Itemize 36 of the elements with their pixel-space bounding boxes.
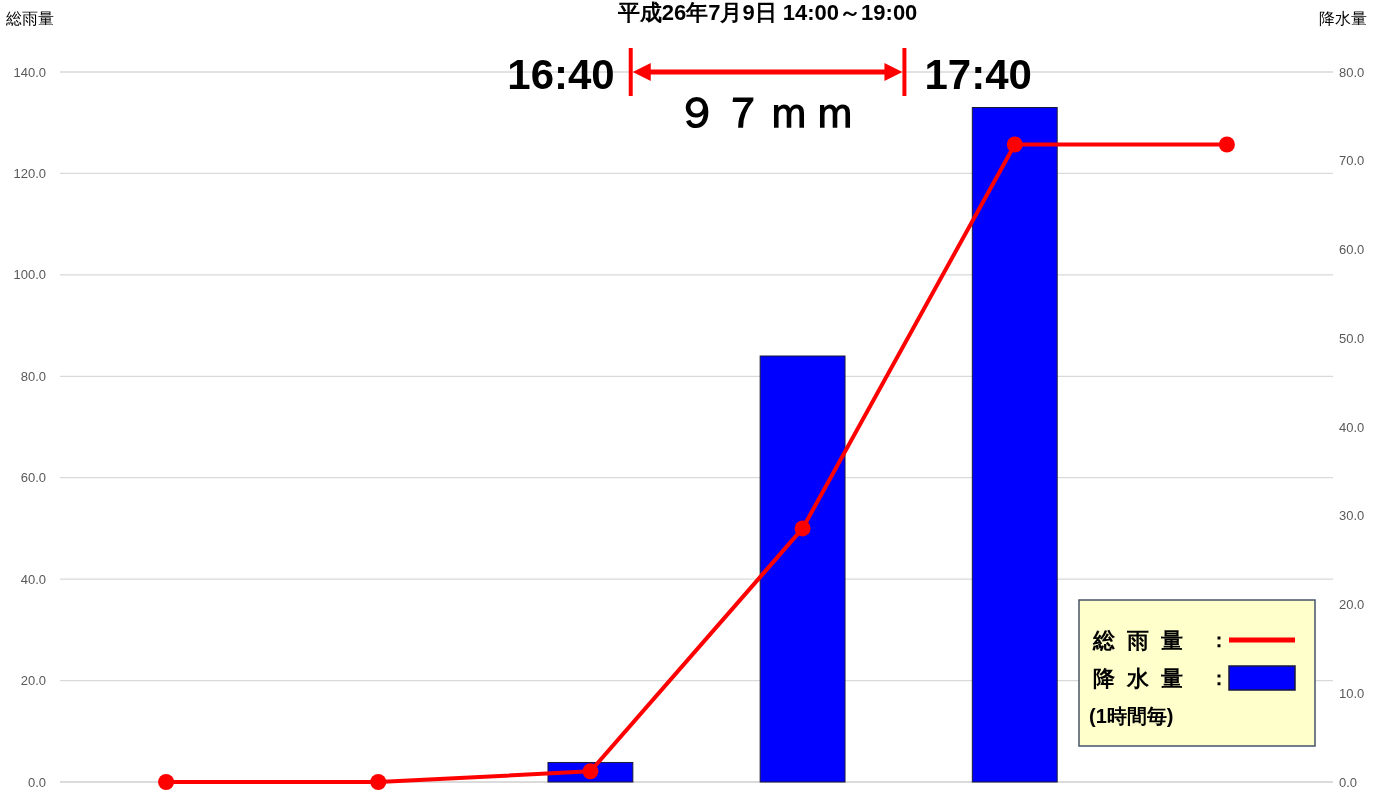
y2-tick-label: 40.0	[1339, 419, 1365, 435]
y-tick-label: 0.0	[27, 774, 46, 790]
y-tick-label: 100.0	[13, 267, 46, 283]
y-tick-label: 80.0	[20, 368, 46, 384]
bar	[759, 355, 846, 783]
point	[1006, 136, 1023, 153]
y-tick-label: 20.0	[20, 673, 46, 689]
y-tick-label: 120.0	[13, 165, 46, 181]
point	[158, 774, 175, 790]
y2-axis-title: 降水量	[1319, 10, 1367, 27]
point	[370, 774, 387, 790]
point	[1218, 136, 1235, 153]
y-tick-label: 40.0	[20, 571, 46, 587]
annotation: ９７ｍｍ	[675, 88, 860, 136]
y2-tick-label: 0.0	[1339, 774, 1358, 790]
y2-tick-label: 20.0	[1339, 597, 1365, 613]
y-tick-label: 140.0	[13, 64, 46, 80]
y2-tick-label: 30.0	[1339, 508, 1365, 524]
annotation: 16:40	[507, 50, 615, 98]
y2-tick-label: 70.0	[1339, 153, 1365, 169]
y-axis-title: 総雨量	[5, 10, 54, 27]
annotation: (1時間毎)	[1089, 705, 1174, 727]
annotation: ：	[1209, 667, 1229, 689]
chart-title: 平成26年7月9日 14:00～19:00	[616, 0, 918, 25]
legend-label: 降水量	[1093, 665, 1195, 691]
y2-tick-label: 50.0	[1339, 330, 1365, 346]
y-tick-label: 60.0	[20, 470, 46, 486]
bar	[971, 107, 1058, 783]
annotation: 17:40	[924, 50, 1032, 98]
annotation: ：	[1209, 629, 1229, 651]
legend-label: 総雨量	[1092, 627, 1195, 653]
point	[794, 520, 811, 537]
y2-tick-label: 80.0	[1339, 64, 1365, 80]
y2-tick-label: 60.0	[1339, 242, 1365, 258]
y2-tick-label: 10.0	[1339, 685, 1365, 701]
point	[582, 763, 599, 780]
